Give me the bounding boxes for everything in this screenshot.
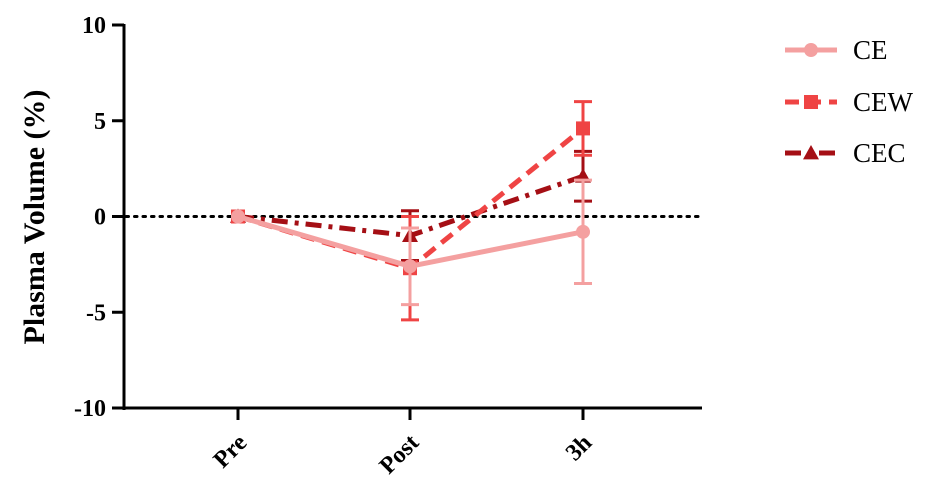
legend-marker-circle — [804, 43, 818, 57]
legend-marker-triangle — [803, 145, 819, 160]
legend-label-cew: CEW — [853, 87, 914, 117]
y-tick-label: -5 — [86, 300, 106, 326]
data-point-ce-3h — [576, 224, 590, 239]
x-tick-label-pre: Pre — [209, 430, 253, 474]
axes: -10 -5 0 5 10 Pre Post 3h — [74, 13, 702, 479]
legend-item-cew: CEW — [785, 87, 914, 117]
legend-label-cec: CEC — [853, 138, 906, 168]
series-ce — [231, 178, 592, 307]
x-tick-label-3h: 3h — [561, 430, 597, 466]
series-group — [230, 100, 592, 322]
data-point-ce-post — [403, 259, 417, 274]
y-axis-title: Plasma Volume (%) — [18, 90, 51, 345]
y-tick-label: -10 — [74, 396, 106, 422]
legend-item-ce: CE — [785, 35, 888, 65]
legend-marker-square — [804, 95, 818, 109]
data-point-cew-3h — [576, 121, 590, 136]
legend: CE CEW CEC — [785, 35, 914, 168]
legend-label-ce: CE — [853, 35, 888, 65]
y-tick-label: 5 — [94, 109, 106, 135]
y-tick-label: 10 — [82, 13, 106, 39]
x-tick-label-post: Post — [375, 430, 424, 479]
data-point-ce-pre — [231, 209, 245, 224]
legend-item-cec: CEC — [785, 138, 906, 168]
y-tick-label: 0 — [94, 205, 106, 231]
